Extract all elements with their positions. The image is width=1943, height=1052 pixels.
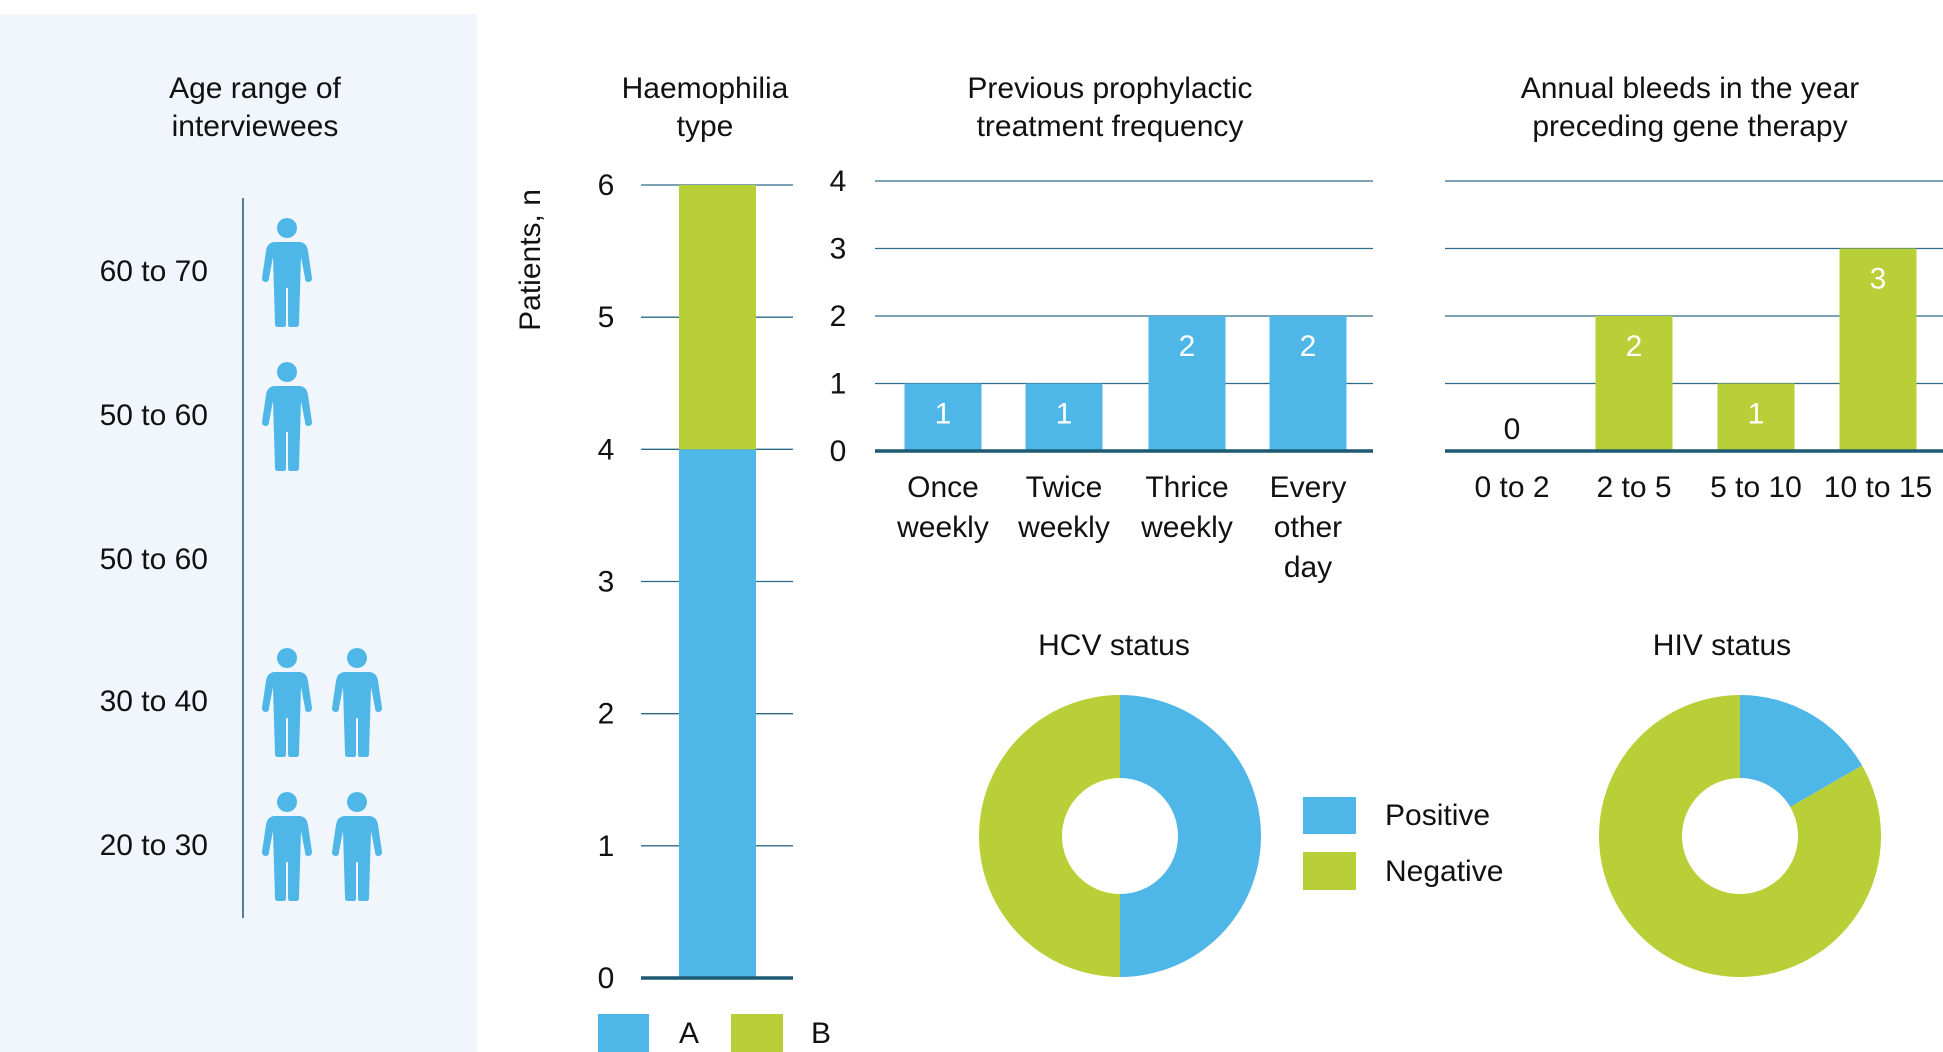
age-panel-background xyxy=(0,14,477,1052)
person-body xyxy=(262,816,312,901)
status-legend: Positive Negative xyxy=(1303,797,1503,890)
bleeds-title-line2: preceding gene therapy xyxy=(1532,110,1847,143)
bar xyxy=(1025,383,1103,451)
legend-label-a: A xyxy=(679,1017,699,1050)
data-label: 1 xyxy=(1748,398,1765,431)
y-tick-label: 0 xyxy=(830,435,847,468)
legend-label-negative: Negative xyxy=(1385,855,1503,888)
person-body xyxy=(332,672,382,757)
age-range-label: 30 to 40 xyxy=(100,685,208,718)
y-tick-label: 2 xyxy=(598,698,615,731)
data-label: 1 xyxy=(935,398,952,431)
frequency-title-line1: Previous prophylactic xyxy=(967,72,1252,105)
person-head xyxy=(277,792,297,812)
bar-segment-a xyxy=(679,449,756,978)
slice-positive xyxy=(1120,695,1261,977)
frequency-title-line2: treatment frequency xyxy=(977,110,1244,143)
data-label: 2 xyxy=(1626,330,1643,363)
age-range-label: 50 to 60 xyxy=(100,399,208,432)
slice-positive xyxy=(1740,695,1863,807)
annual-bleeds-chart: Annual bleeds in the year preceding gene… xyxy=(1445,72,1943,504)
person-head xyxy=(347,648,367,668)
y-tick-label: 5 xyxy=(598,301,615,334)
y-tick-label: 2 xyxy=(830,300,847,333)
legend-swatch-a xyxy=(598,1014,649,1052)
x-tick-label: Every xyxy=(1270,471,1347,504)
data-label: 0 xyxy=(1504,413,1521,446)
y-tick-label: 0 xyxy=(598,962,615,995)
person-icon xyxy=(262,218,312,327)
y-tick-label: 4 xyxy=(830,165,847,198)
y-tick-label: 4 xyxy=(598,433,615,466)
y-tick-label: 1 xyxy=(598,830,615,863)
y-tick-label: 6 xyxy=(598,169,615,202)
x-tick-label: weekly xyxy=(1140,511,1233,544)
legend-swatch-negative xyxy=(1303,852,1356,890)
x-tick-label: Twice xyxy=(1026,471,1103,504)
bar xyxy=(1148,316,1226,451)
x-tick-label: weekly xyxy=(896,511,989,544)
person-head xyxy=(277,648,297,668)
x-tick-label: other xyxy=(1274,511,1342,544)
legend-label-b: B xyxy=(811,1017,831,1050)
legend-swatch-positive xyxy=(1303,797,1356,834)
person-icon xyxy=(262,792,312,901)
slice-negative xyxy=(979,695,1120,977)
haemophilia-type-chart: Haemophilia type Patients, n 0 1 2 3 4 5 6 xyxy=(514,72,793,995)
x-tick-label: weekly xyxy=(1017,511,1110,544)
bar xyxy=(1839,248,1917,451)
data-label: 3 xyxy=(1870,263,1887,296)
bar-segment-b xyxy=(679,185,756,450)
x-tick-label: 2 to 5 xyxy=(1596,471,1671,504)
bar xyxy=(904,383,982,451)
x-tick-label: 5 to 10 xyxy=(1710,471,1802,504)
person-body xyxy=(262,672,312,757)
y-tick-label: 1 xyxy=(830,368,847,401)
haemophilia-title-line2: type xyxy=(677,110,734,143)
slice-negative xyxy=(1598,695,1881,977)
hcv-title: HCV status xyxy=(1038,629,1190,662)
data-label: 2 xyxy=(1179,330,1196,363)
person-head xyxy=(277,218,297,238)
person-icon xyxy=(332,648,382,757)
age-range-label: 50 to 60 xyxy=(100,543,208,576)
person-body xyxy=(332,816,382,901)
hiv-status-chart: HIV status xyxy=(1598,629,1881,977)
data-label: 1 xyxy=(1056,398,1073,431)
bar xyxy=(1269,316,1347,451)
data-label: 2 xyxy=(1300,330,1317,363)
x-tick-label: day xyxy=(1284,551,1332,584)
hiv-title: HIV status xyxy=(1653,629,1791,662)
age-range-label: 20 to 30 xyxy=(100,829,208,862)
age-panel-title-line1: Age range of xyxy=(169,72,341,105)
x-tick-label: Thrice xyxy=(1145,471,1228,504)
x-tick-label: Once xyxy=(907,471,979,504)
person-body xyxy=(262,242,312,327)
person-head xyxy=(277,362,297,382)
y-tick-label: 3 xyxy=(830,233,847,266)
x-tick-label: 0 to 2 xyxy=(1474,471,1549,504)
hcv-status-chart: HCV status xyxy=(979,629,1261,977)
bleeds-title-line1: Annual bleeds in the year xyxy=(1521,72,1860,105)
x-tick-label: 10 to 15 xyxy=(1824,471,1932,504)
treatment-frequency-chart: Previous prophylactic treatment frequenc… xyxy=(830,72,1373,584)
y-axis-label: Patients, n xyxy=(514,189,547,331)
legend-label-positive: Positive xyxy=(1385,799,1490,832)
legend-swatch-b xyxy=(731,1014,783,1052)
bar xyxy=(1595,316,1673,451)
haemophilia-title-line1: Haemophilia xyxy=(622,72,789,105)
age-range-label: 60 to 70 xyxy=(100,255,208,288)
age-panel-title-line2: interviewees xyxy=(172,110,339,143)
haemophilia-legend: A B xyxy=(598,1014,831,1052)
person-icon xyxy=(262,362,312,471)
person-icon xyxy=(332,792,382,901)
person-head xyxy=(347,792,367,812)
person-icon xyxy=(262,648,312,757)
bar xyxy=(1717,383,1795,451)
y-tick-label: 3 xyxy=(598,566,615,599)
person-body xyxy=(262,386,312,471)
age-panel: Age range of interviewees 60 to 70 50 to … xyxy=(100,72,382,918)
